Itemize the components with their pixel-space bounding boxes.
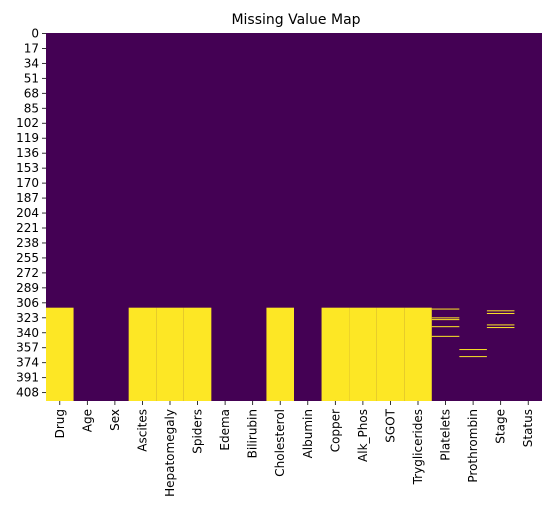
y-tick-label: 272 [16, 266, 39, 280]
x-tick-label: Alk_Phos [356, 409, 370, 462]
missing-cell-ascites [128, 307, 157, 401]
x-tick-label: Ascites [135, 409, 149, 452]
y-tick-label: 289 [16, 281, 39, 295]
y-tick-label: 51 [24, 71, 39, 85]
x-axis: Drug Age Sex Ascites Hepatomegaly Spiders Edem… [53, 401, 535, 497]
missing-cell-hepatomegaly [156, 307, 184, 401]
y-tick-label: 357 [16, 341, 39, 355]
y-tick-label: 153 [16, 161, 39, 175]
y-tick-label: 391 [16, 371, 39, 385]
missing-cell-sgot [376, 307, 405, 401]
y-tick-label: 102 [16, 116, 39, 130]
y-tick-label: 323 [16, 311, 39, 325]
y-tick-label: 17 [24, 41, 39, 55]
missing-cell-stage [486, 327, 515, 329]
x-tick-label: Hepatomegaly [163, 409, 177, 497]
missing-cell-spiders [183, 307, 212, 401]
y-tick-label: 221 [16, 221, 39, 235]
y-axis: 0173451688510211913615317018720422123825… [16, 26, 46, 400]
x-tick-label: Bilirubin [246, 409, 260, 458]
y-tick-label: 34 [24, 56, 39, 70]
missing-cell-drug [46, 307, 74, 401]
x-tick-label: Status [521, 409, 535, 447]
x-tick-label: Albumin [301, 409, 315, 458]
y-tick-label: 187 [16, 191, 39, 205]
y-tick-label: 119 [16, 131, 39, 145]
x-tick-label: Drug [53, 409, 67, 438]
missing-cell-stage [486, 324, 515, 326]
missing-cell-prothrombin [459, 349, 487, 351]
missing-cell-copper [321, 307, 350, 401]
x-tick-label: Copper [328, 409, 342, 452]
heatmap-cells [46, 33, 542, 401]
missing-cell-stage [486, 310, 515, 312]
x-tick-label: Prothrombin [466, 409, 480, 483]
y-tick-label: 340 [16, 326, 39, 340]
x-tick-label: Platelets [439, 409, 453, 461]
y-tick-label: 238 [16, 236, 39, 250]
y-tick-label: 170 [16, 176, 39, 190]
missing-cell-platelets [431, 319, 460, 321]
missing-cell-platelets [431, 308, 460, 310]
missing-cell-platelets [431, 317, 460, 319]
missing-cell-platelets [431, 335, 460, 337]
x-tick-label: Edema [218, 409, 232, 451]
missing-cell-stage [486, 312, 515, 314]
x-tick-label: Tryglicerides [411, 409, 425, 485]
missing-cell-tryglicerides [404, 307, 432, 401]
x-tick-label: Cholesterol [273, 409, 287, 477]
missing-cell-alk-phos [349, 307, 377, 401]
missing-cell-prothrombin [459, 356, 487, 358]
x-tick-label: Sex [108, 409, 122, 431]
x-tick-label: Age [80, 409, 94, 432]
y-tick-label: 204 [16, 206, 39, 220]
missing-cell-platelets [431, 326, 460, 328]
x-tick-label: Stage [494, 409, 508, 444]
y-tick-label: 85 [24, 101, 39, 115]
y-tick-label: 374 [16, 356, 39, 370]
y-tick-label: 0 [31, 26, 39, 40]
y-tick-label: 306 [16, 296, 39, 310]
y-tick-label: 408 [16, 386, 39, 400]
chart-title: Missing Value Map [231, 12, 360, 28]
y-tick-label: 68 [24, 86, 39, 100]
y-tick-label: 136 [16, 146, 39, 160]
y-tick-label: 255 [16, 251, 39, 265]
x-tick-label: Spiders [191, 409, 205, 454]
x-tick-label: SGOT [383, 408, 397, 442]
missing-cell-cholesterol [266, 307, 294, 401]
